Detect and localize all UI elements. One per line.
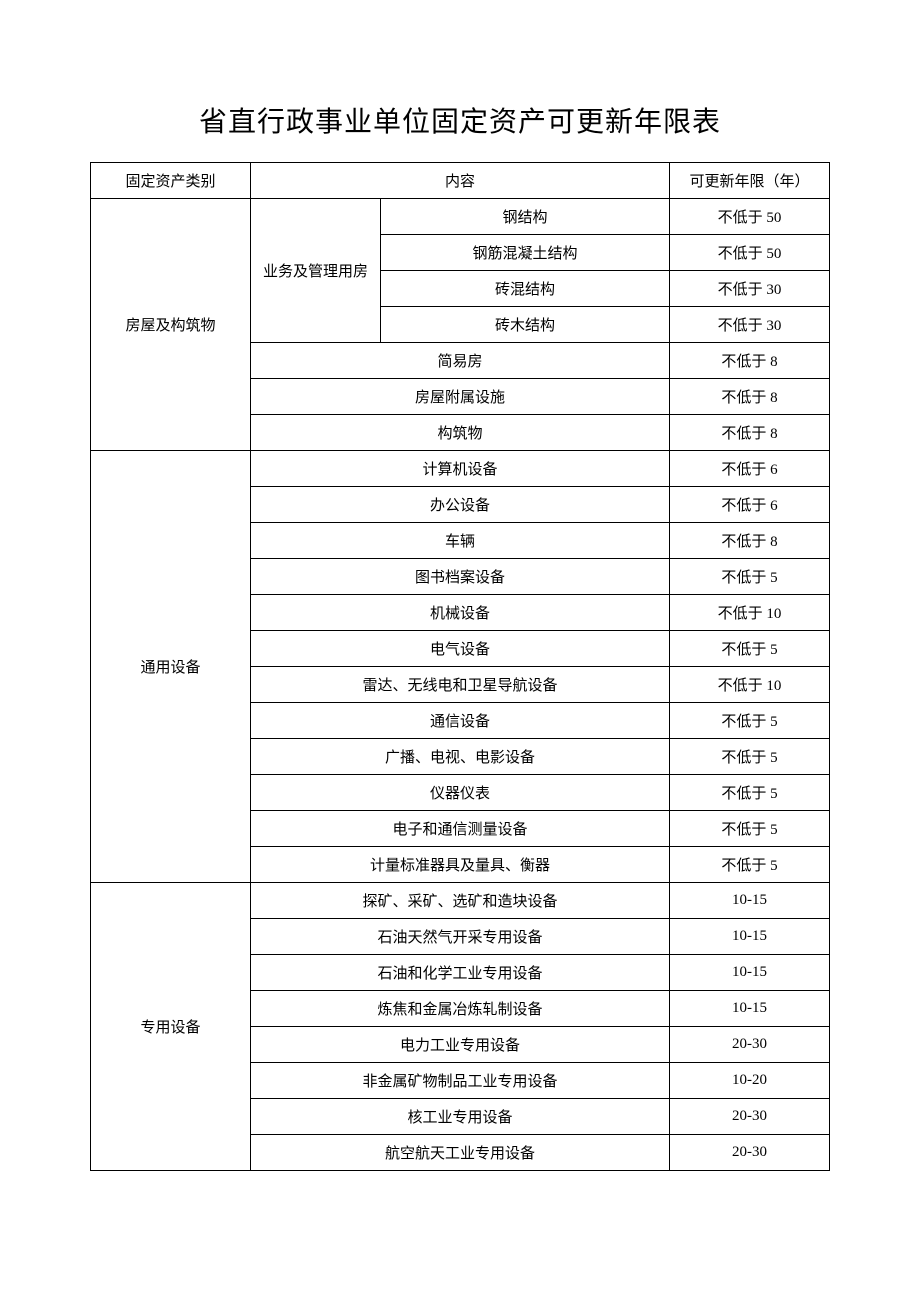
content-cell: 探矿、采矿、选矿和造块设备	[251, 883, 670, 919]
years-cell: 不低于 6	[670, 451, 830, 487]
content-cell: 车辆	[251, 523, 670, 559]
item-cell: 砖木结构	[381, 307, 670, 343]
table-row: 专用设备探矿、采矿、选矿和造块设备10-15	[91, 883, 830, 919]
content-cell: 仪器仪表	[251, 775, 670, 811]
years-cell: 不低于 5	[670, 775, 830, 811]
header-content: 内容	[251, 163, 670, 199]
asset-years-table: 固定资产类别 内容 可更新年限（年） 房屋及构筑物业务及管理用房钢结构不低于 5…	[90, 162, 830, 1171]
category-cell: 通用设备	[91, 451, 251, 883]
years-cell: 不低于 5	[670, 739, 830, 775]
years-cell: 不低于 5	[670, 559, 830, 595]
years-cell: 10-15	[670, 919, 830, 955]
content-cell: 雷达、无线电和卫星导航设备	[251, 667, 670, 703]
content-cell: 简易房	[251, 343, 670, 379]
years-cell: 不低于 10	[670, 595, 830, 631]
years-cell: 不低于 8	[670, 379, 830, 415]
item-cell: 砖混结构	[381, 271, 670, 307]
header-years: 可更新年限（年）	[670, 163, 830, 199]
years-cell: 10-15	[670, 955, 830, 991]
years-cell: 不低于 30	[670, 271, 830, 307]
content-cell: 计算机设备	[251, 451, 670, 487]
content-cell: 机械设备	[251, 595, 670, 631]
years-cell: 不低于 8	[670, 523, 830, 559]
years-cell: 不低于 5	[670, 703, 830, 739]
category-cell: 专用设备	[91, 883, 251, 1171]
content-cell: 电子和通信测量设备	[251, 811, 670, 847]
years-cell: 20-30	[670, 1099, 830, 1135]
years-cell: 10-20	[670, 1063, 830, 1099]
content-cell: 通信设备	[251, 703, 670, 739]
content-cell: 图书档案设备	[251, 559, 670, 595]
item-cell: 钢筋混凝土结构	[381, 235, 670, 271]
years-cell: 10-15	[670, 991, 830, 1027]
years-cell: 20-30	[670, 1135, 830, 1171]
header-category: 固定资产类别	[91, 163, 251, 199]
content-cell: 计量标准器具及量具、衡器	[251, 847, 670, 883]
content-cell: 石油天然气开采专用设备	[251, 919, 670, 955]
content-cell: 航空航天工业专用设备	[251, 1135, 670, 1171]
content-cell: 广播、电视、电影设备	[251, 739, 670, 775]
years-cell: 20-30	[670, 1027, 830, 1063]
content-cell: 电力工业专用设备	[251, 1027, 670, 1063]
years-cell: 不低于 5	[670, 811, 830, 847]
years-cell: 不低于 5	[670, 631, 830, 667]
years-cell: 不低于 10	[670, 667, 830, 703]
years-cell: 10-15	[670, 883, 830, 919]
table-header-row: 固定资产类别 内容 可更新年限（年）	[91, 163, 830, 199]
category-cell: 房屋及构筑物	[91, 199, 251, 451]
content-cell: 办公设备	[251, 487, 670, 523]
content-cell: 电气设备	[251, 631, 670, 667]
content-cell: 构筑物	[251, 415, 670, 451]
years-cell: 不低于 50	[670, 199, 830, 235]
table-row: 通用设备计算机设备不低于 6	[91, 451, 830, 487]
content-cell: 炼焦和金属冶炼轧制设备	[251, 991, 670, 1027]
table-row: 房屋及构筑物业务及管理用房钢结构不低于 50	[91, 199, 830, 235]
content-cell: 房屋附属设施	[251, 379, 670, 415]
years-cell: 不低于 8	[670, 343, 830, 379]
item-cell: 钢结构	[381, 199, 670, 235]
page-title: 省直行政事业单位固定资产可更新年限表	[90, 100, 830, 140]
content-cell: 石油和化学工业专用设备	[251, 955, 670, 991]
subcategory-cell: 业务及管理用房	[251, 199, 381, 343]
years-cell: 不低于 5	[670, 847, 830, 883]
years-cell: 不低于 50	[670, 235, 830, 271]
content-cell: 核工业专用设备	[251, 1099, 670, 1135]
content-cell: 非金属矿物制品工业专用设备	[251, 1063, 670, 1099]
years-cell: 不低于 30	[670, 307, 830, 343]
years-cell: 不低于 8	[670, 415, 830, 451]
years-cell: 不低于 6	[670, 487, 830, 523]
